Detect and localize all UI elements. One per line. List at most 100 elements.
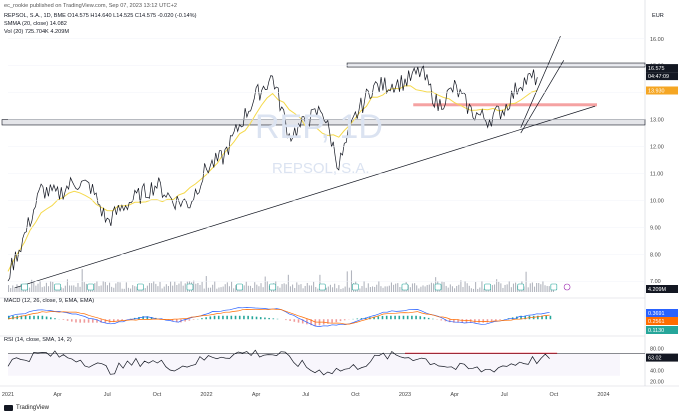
volume-bar [338, 285, 340, 292]
symbol-legend[interactable]: REPSOL, S.A., 1D, BME O14.575 H14.640 L1… [4, 13, 197, 19]
macd-histogram-bar [520, 315, 522, 320]
volume-bar [348, 287, 350, 292]
volume-bar [254, 282, 256, 292]
volume-bar [468, 285, 470, 292]
volume-bar [426, 285, 428, 292]
volume-bar [411, 283, 414, 292]
volume-bar [8, 285, 10, 292]
volume-bar [193, 280, 195, 292]
volume-bar [45, 282, 47, 292]
dividend-badge [401, 283, 409, 291]
volume-bar [165, 284, 167, 292]
macd-histogram-bar [217, 315, 220, 320]
volume-bar [454, 288, 456, 292]
signal-value-label: 0.2561 [648, 319, 665, 325]
dividend-badge [87, 283, 95, 291]
volume-bar [407, 285, 409, 292]
macd-histogram-bar [331, 319, 333, 323]
macd-histogram-bar [171, 319, 174, 322]
macd-legend[interactable]: MACD (12, 26, close, 9, EMA, EMA) [4, 298, 95, 304]
volume-bar [441, 281, 443, 292]
macd-histogram-bar [24, 315, 27, 320]
volume-bar [409, 287, 411, 292]
volume-bar [285, 284, 287, 292]
volume-bar [153, 281, 155, 292]
volume-bar [313, 281, 315, 292]
volume-bar [418, 288, 420, 292]
volume-bar [310, 285, 313, 292]
earnings-badge [563, 283, 571, 291]
dividend-badge [434, 283, 442, 291]
volume-bar [374, 286, 376, 292]
macd-histogram-bar [12, 315, 14, 320]
volume-bar [258, 286, 260, 292]
macd-histogram-bar [427, 317, 430, 320]
volume-bar [140, 288, 142, 292]
volume-bar [79, 286, 81, 292]
macd-histogram-bar [87, 319, 90, 323]
macd-histogram-bar [96, 319, 98, 323]
time-axis[interactable]: 2021 Apr Jul Oct 2022 Apr Jul Oct 2023 Apr Jul Oct 2… [2, 392, 610, 398]
volume-legend[interactable]: Vol (20) 725.704K 4.209M [4, 29, 69, 35]
macd-histogram-bar [545, 315, 548, 320]
macd-histogram-bar [28, 315, 31, 320]
volume-bar [538, 283, 540, 292]
volume-bar [525, 271, 527, 292]
macd-histogram-bar [314, 319, 317, 327]
rsi-legend[interactable]: RSI (14, close, SMA, 14, 2) [4, 337, 72, 343]
volume-bar [470, 288, 472, 292]
smma-legend[interactable]: SMMA (20, close) 14.082 [4, 21, 67, 27]
volume-bar [245, 281, 247, 292]
volume-bar [20, 283, 22, 292]
volume-bar [12, 285, 14, 292]
dividend-badge [352, 283, 359, 291]
macd-histogram-bar [243, 315, 245, 320]
volume-bar [483, 288, 485, 292]
volume-bar [249, 285, 252, 292]
volume-bar [430, 282, 432, 292]
volume-bar [144, 288, 146, 292]
time-tick-label: Oct [153, 392, 162, 398]
volume-bar [327, 286, 329, 292]
volume-bar [359, 288, 361, 292]
volume-bar [466, 283, 468, 292]
volume-bar [16, 284, 18, 292]
macd-histogram-bar [201, 318, 203, 320]
volume-bar [388, 285, 390, 292]
brand-footer[interactable]: TradingView [4, 405, 49, 411]
macd-histogram-bar [440, 319, 443, 321]
volume-bar [464, 281, 466, 292]
macd-histogram-bar [444, 319, 447, 322]
volume-bar [477, 288, 479, 292]
volume-bar [94, 283, 96, 292]
volume-bar [207, 287, 209, 292]
dividend-badge [484, 283, 491, 291]
macd-pane [7, 307, 552, 327]
volume-bar [344, 286, 346, 292]
macd-histogram-bar [398, 315, 401, 320]
macd-histogram-bar [297, 319, 300, 323]
volume-bar [262, 287, 264, 292]
rsi-band [8, 353, 620, 376]
volume-bar [69, 285, 71, 292]
rsi-tick-label: 40.00 [650, 368, 664, 374]
volume-value-label-bg [646, 285, 678, 293]
countdown-label-bg [646, 72, 678, 81]
macd-histogram-bar [461, 319, 464, 323]
volume-bar [287, 274, 289, 292]
published-line: ec_rookie published on TradingView.com, … [4, 3, 177, 9]
volume-bar [64, 285, 66, 292]
volume-bar [458, 284, 460, 292]
volume-bar [460, 280, 462, 292]
dividend-badge [318, 283, 326, 291]
volume-bar [199, 284, 201, 292]
price-tick-label: 12.00 [650, 145, 664, 151]
trendlines [14, 35, 596, 289]
volume-bar [363, 281, 365, 292]
macd-histogram-bar [142, 316, 144, 320]
macd-histogram-bar [524, 315, 527, 320]
level-zone [346, 62, 646, 68]
volume-bar [163, 286, 165, 292]
